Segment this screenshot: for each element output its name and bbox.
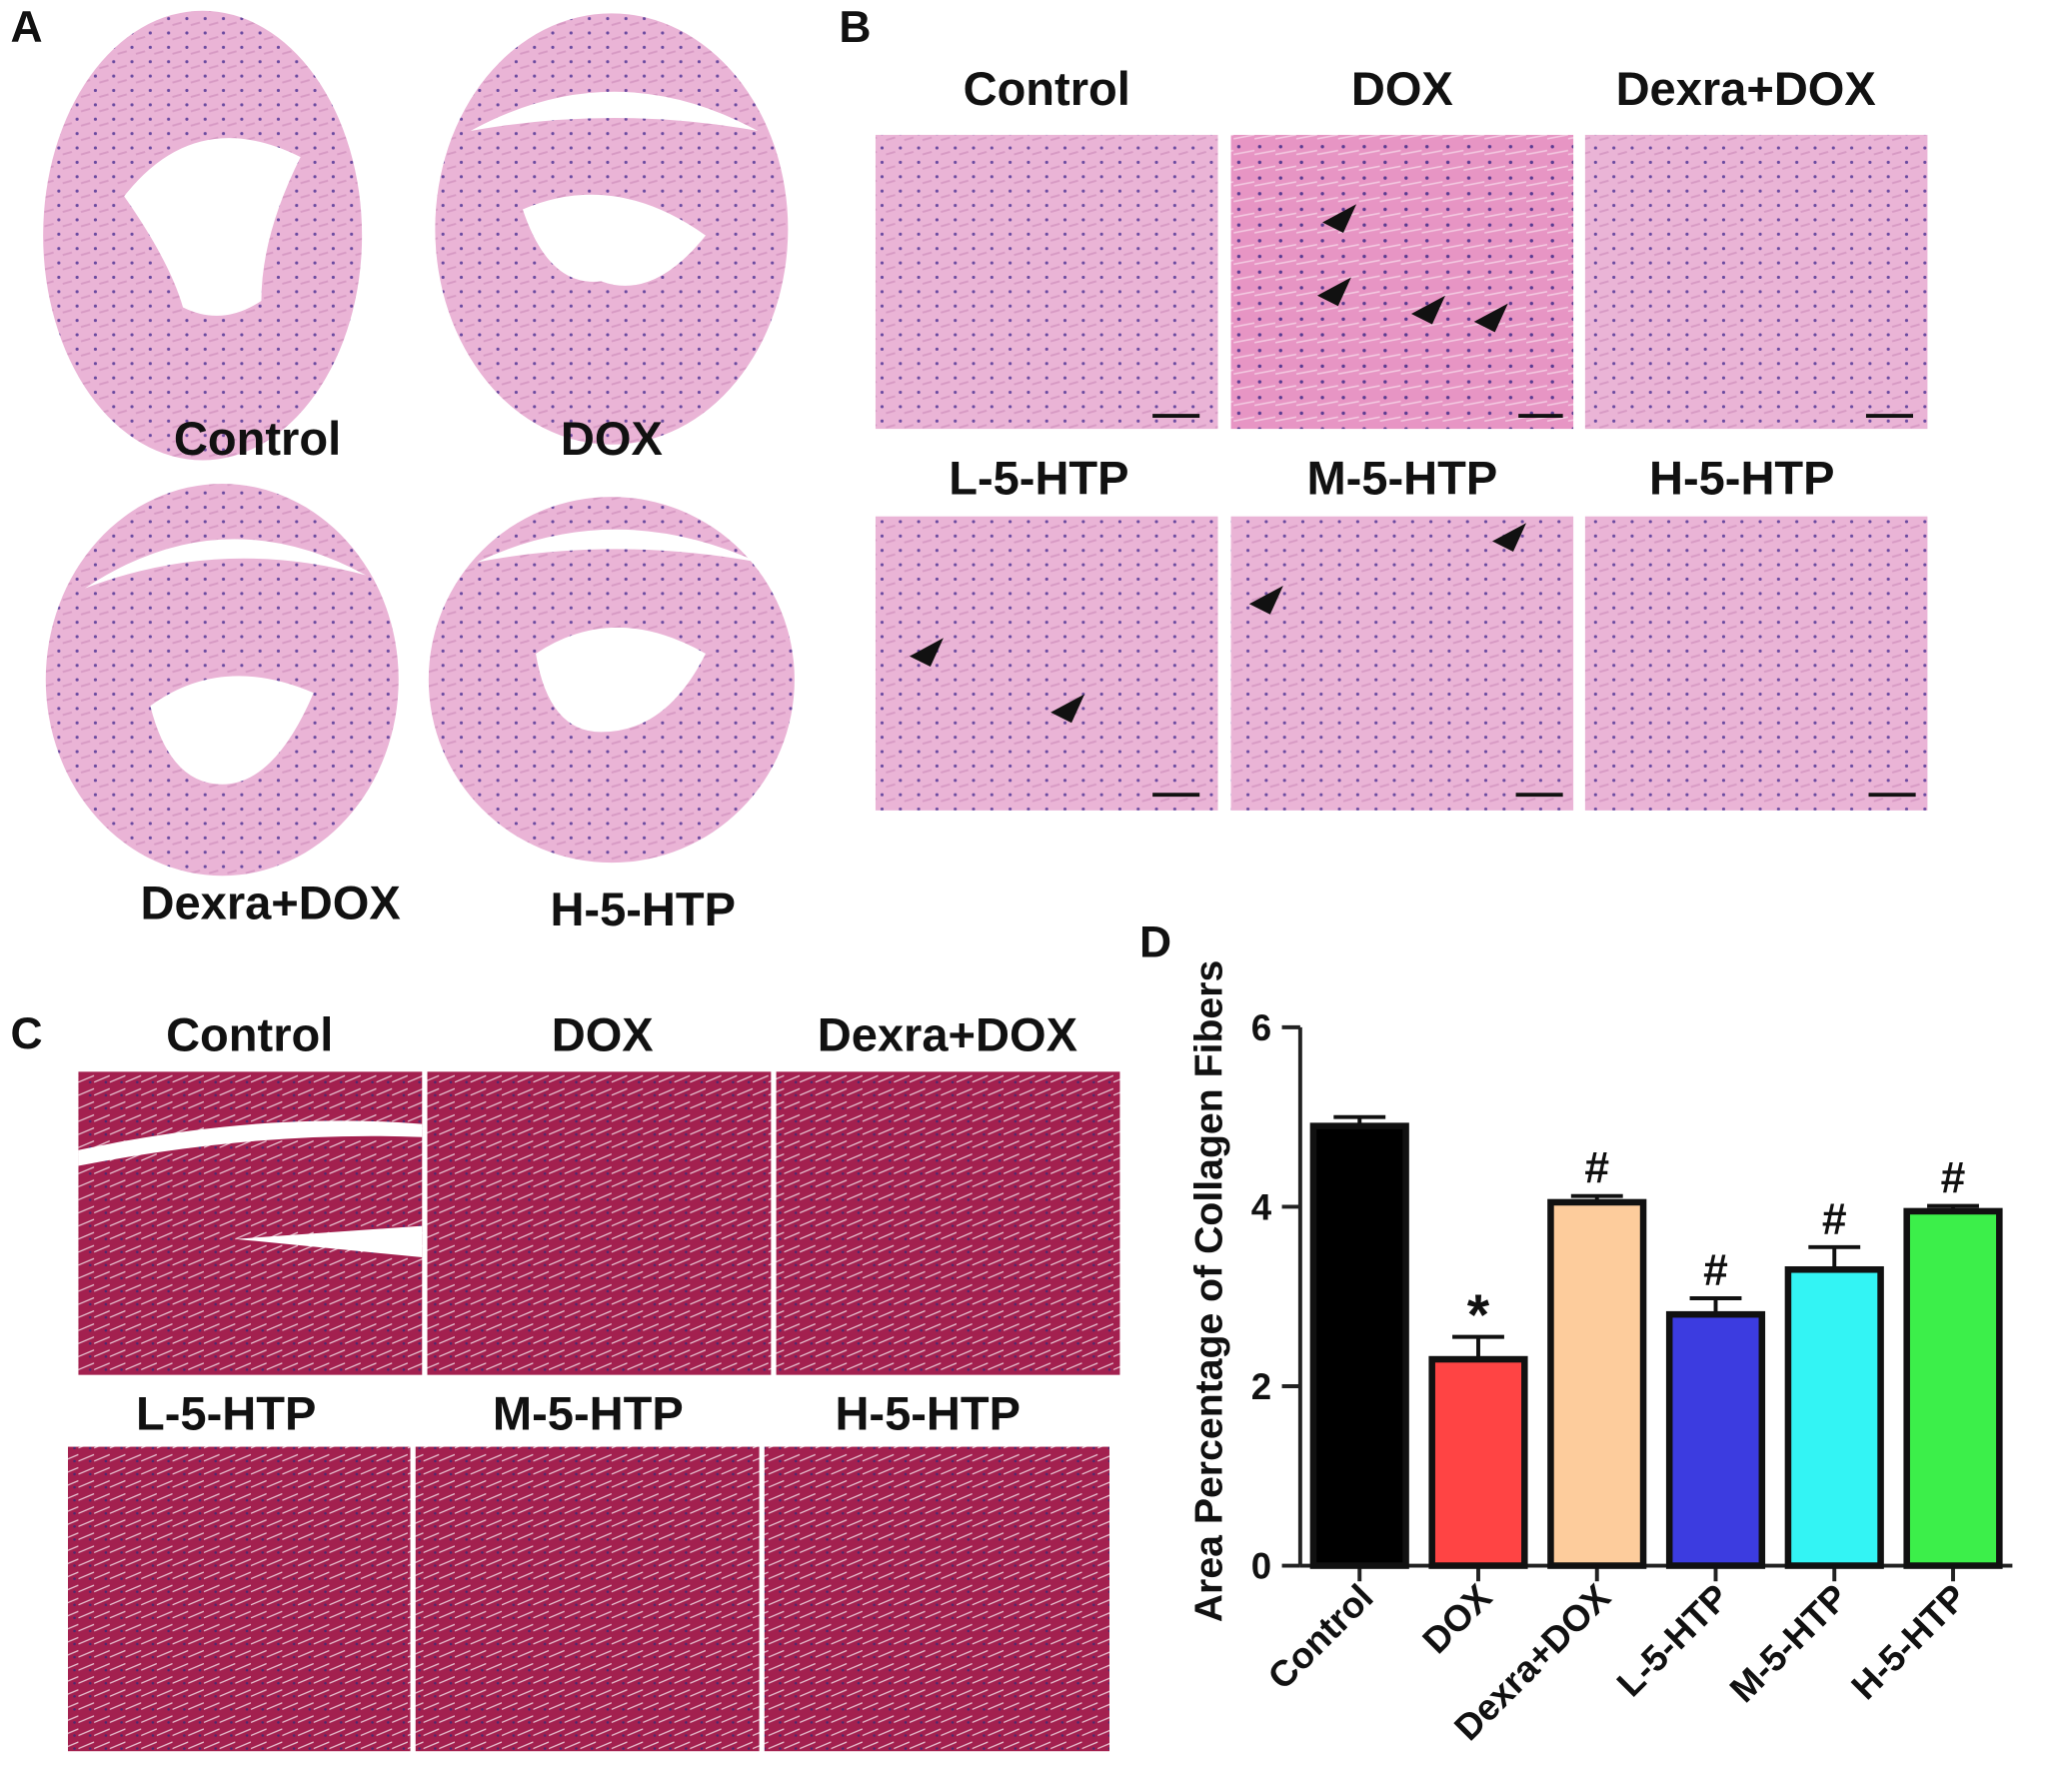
x-tick-label: Control bbox=[1260, 1576, 1381, 1697]
y-axis-label: Area Percentage of Collagen Fibers bbox=[1186, 960, 1230, 1623]
histology-image bbox=[776, 1071, 1120, 1375]
x-tick-label: H-5-HTP bbox=[1843, 1576, 1974, 1707]
significance-mark: # bbox=[1822, 1195, 1847, 1244]
bar bbox=[1903, 1207, 2003, 1569]
histology-image bbox=[427, 1071, 772, 1375]
significance-mark: * bbox=[1467, 1283, 1490, 1347]
histology-image bbox=[875, 516, 1218, 811]
group-label: Dexra+DOX bbox=[818, 1007, 1077, 1060]
x-tick-label: L-5-HTP bbox=[1609, 1576, 1737, 1704]
histology-image bbox=[1230, 516, 1574, 811]
arrowheads bbox=[909, 204, 1527, 724]
tissue-gap bbox=[78, 1120, 423, 1257]
histology-image bbox=[78, 1071, 423, 1375]
group-label: Dexra+DOX bbox=[141, 876, 401, 928]
y-tick-label: 0 bbox=[1251, 1546, 1271, 1587]
significance-mark: # bbox=[1941, 1153, 1966, 1202]
panel-c: C Control DOX Dexra+DOX L-5-HTP M-5-HTP … bbox=[10, 1007, 1120, 1752]
significance-mark: # bbox=[1584, 1144, 1609, 1193]
panel-letter: B bbox=[839, 3, 871, 52]
group-label: DOX bbox=[552, 1007, 654, 1060]
group-label: Control bbox=[964, 62, 1130, 115]
group-label: H-5-HTP bbox=[550, 883, 736, 935]
bar bbox=[1547, 1198, 1647, 1569]
scale-bars bbox=[1152, 414, 1916, 798]
group-label: L-5-HTP bbox=[136, 1387, 316, 1440]
group-label: L-5-HTP bbox=[949, 451, 1128, 504]
histology-image bbox=[67, 1446, 411, 1752]
group-label: Dexra+DOX bbox=[1616, 62, 1876, 115]
y-tick-label: 2 bbox=[1251, 1366, 1271, 1407]
cavity bbox=[124, 138, 301, 316]
group-label: M-5-HTP bbox=[493, 1387, 684, 1440]
histology-image bbox=[875, 134, 1218, 430]
group-label: H-5-HTP bbox=[1649, 451, 1835, 504]
y-tick-label: 6 bbox=[1251, 1007, 1271, 1048]
group-label: H-5-HTP bbox=[835, 1387, 1021, 1440]
cavity bbox=[84, 539, 367, 785]
panel-a: A Control DOX Dexra+DOX H-5-HTP bbox=[10, 3, 795, 935]
group-label: Control bbox=[166, 1007, 333, 1060]
histology-image bbox=[1584, 134, 1928, 430]
x-tick-label: DOX bbox=[1414, 1576, 1499, 1661]
histology-image bbox=[1584, 516, 1928, 811]
panel-letter: A bbox=[10, 3, 42, 52]
bar bbox=[1665, 1310, 1766, 1569]
bar bbox=[1309, 1122, 1409, 1569]
group-label: M-5-HTP bbox=[1306, 451, 1497, 504]
histology-image bbox=[415, 1446, 760, 1752]
panel-letter: C bbox=[10, 1009, 42, 1058]
panel-b: B Control DOX Dexra+DOX L-5-HTP M-5-HTP … bbox=[839, 3, 1928, 811]
histology-image bbox=[1230, 134, 1574, 430]
group-label: DOX bbox=[1351, 62, 1453, 115]
significance-mark: # bbox=[1703, 1246, 1728, 1295]
bar bbox=[1428, 1355, 1528, 1569]
group-label: DOX bbox=[561, 412, 663, 465]
cavity bbox=[477, 529, 759, 733]
bar bbox=[1784, 1266, 1884, 1569]
x-tick-label: M-5-HTP bbox=[1722, 1576, 1856, 1710]
y-tick-label: 4 bbox=[1251, 1187, 1272, 1228]
cavity bbox=[470, 91, 759, 286]
panel-letter: D bbox=[1139, 917, 1171, 966]
bar-chart: D 0 2 4 6 Area Percentage of Collagen Fibers… bbox=[1139, 917, 2013, 1748]
histology-image bbox=[764, 1446, 1109, 1752]
group-label: Control bbox=[174, 412, 341, 465]
